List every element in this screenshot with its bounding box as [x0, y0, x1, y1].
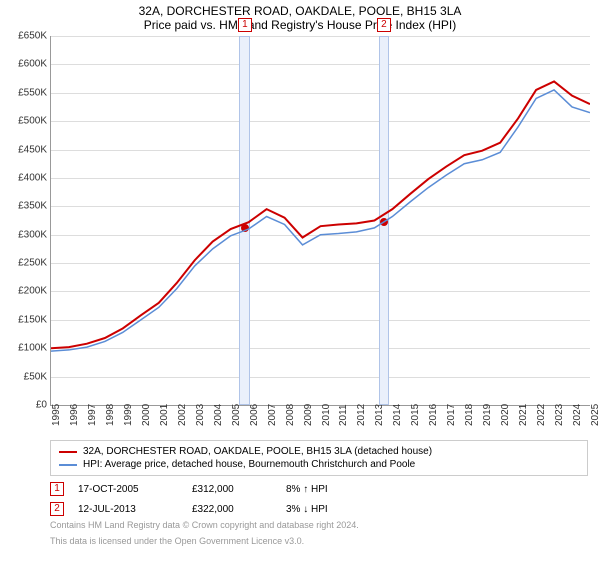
x-axis-label: 2009 [303, 404, 314, 426]
x-axis-label: 2022 [536, 404, 547, 426]
y-axis-label: £150K [3, 314, 47, 325]
legend-label-1: 32A, DORCHESTER ROAD, OAKDALE, POOLE, BH… [83, 446, 432, 457]
legend-item-series-1: 32A, DORCHESTER ROAD, OAKDALE, POOLE, BH… [59, 445, 579, 458]
y-axis-label: £0 [3, 400, 47, 411]
sale-record-2: 2 12-JUL-2013 £322,000 3% ↓ HPI [50, 502, 588, 516]
y-axis-label: £300K [3, 229, 47, 240]
y-axis-label: £650K [3, 31, 47, 42]
x-axis-label: 2017 [446, 404, 457, 426]
x-axis-label: 1995 [51, 404, 62, 426]
y-axis-label: £500K [3, 116, 47, 127]
x-axis-label: 1998 [105, 404, 116, 426]
footnote-copyright: Contains HM Land Registry data © Crown c… [50, 520, 588, 532]
legend-label-2: HPI: Average price, detached house, Bour… [83, 459, 415, 470]
legend-item-series-2: HPI: Average price, detached house, Bour… [59, 458, 579, 471]
x-axis-label: 2012 [356, 404, 367, 426]
x-axis-label: 2016 [428, 404, 439, 426]
x-axis-label: 2021 [518, 404, 529, 426]
x-axis-label: 2003 [195, 404, 206, 426]
x-axis-label: 2007 [267, 404, 278, 426]
x-axis-label: 2008 [285, 404, 296, 426]
sale-record-date: 17-OCT-2005 [78, 484, 178, 495]
x-axis-label: 2001 [159, 404, 170, 426]
sale-marker-1: 1 [238, 18, 252, 32]
x-axis-label: 2002 [177, 404, 188, 426]
chart: £0£50K£100K£150K£200K£250K£300K£350K£400… [50, 36, 590, 406]
footnote-license: This data is licensed under the Open Gov… [50, 536, 588, 548]
x-axis-label: 2010 [321, 404, 332, 426]
y-axis-label: £550K [3, 87, 47, 98]
page-subtitle: Price paid vs. HM Land Registry's House … [0, 18, 600, 32]
legend-swatch-2 [59, 464, 77, 466]
legend-swatch-1 [59, 451, 77, 453]
sale-record-marker: 1 [50, 482, 64, 496]
x-axis-label: 2014 [392, 404, 403, 426]
sale-record-delta: 8% ↑ HPI [286, 484, 328, 495]
y-axis-label: £350K [3, 201, 47, 212]
x-axis-label: 2013 [374, 404, 385, 426]
y-axis-label: £450K [3, 144, 47, 155]
y-axis-label: £100K [3, 343, 47, 354]
sale-record-price: £322,000 [192, 504, 272, 515]
y-axis-label: £50K [3, 371, 47, 382]
x-axis-label: 2006 [249, 404, 260, 426]
sale-marker-2: 2 [377, 18, 391, 32]
sale-record-date: 12-JUL-2013 [78, 504, 178, 515]
x-axis-label: 2024 [572, 404, 583, 426]
y-axis-label: £250K [3, 258, 47, 269]
x-axis-label: 2019 [482, 404, 493, 426]
legend: 32A, DORCHESTER ROAD, OAKDALE, POOLE, BH… [50, 440, 588, 476]
sale-record-delta: 3% ↓ HPI [286, 504, 328, 515]
x-axis-label: 2011 [338, 404, 349, 426]
x-axis-label: 2015 [410, 404, 421, 426]
sale-record-marker: 2 [50, 502, 64, 516]
x-axis-label: 1996 [69, 404, 80, 426]
x-axis-label: 2025 [590, 404, 600, 426]
sale-record-1: 1 17-OCT-2005 £312,000 8% ↑ HPI [50, 482, 588, 496]
x-axis-label: 2000 [141, 404, 152, 426]
page-title: 32A, DORCHESTER ROAD, OAKDALE, POOLE, BH… [0, 4, 600, 18]
x-axis-label: 2023 [554, 404, 565, 426]
x-axis-label: 2020 [500, 404, 511, 426]
y-axis-label: £200K [3, 286, 47, 297]
x-axis-label: 1999 [123, 404, 134, 426]
x-axis-label: 2004 [213, 404, 224, 426]
y-axis-label: £400K [3, 172, 47, 183]
sale-record-price: £312,000 [192, 484, 272, 495]
x-axis-label: 2005 [231, 404, 242, 426]
x-axis-label: 2018 [464, 404, 475, 426]
x-axis-label: 1997 [87, 404, 98, 426]
y-axis-label: £600K [3, 59, 47, 70]
